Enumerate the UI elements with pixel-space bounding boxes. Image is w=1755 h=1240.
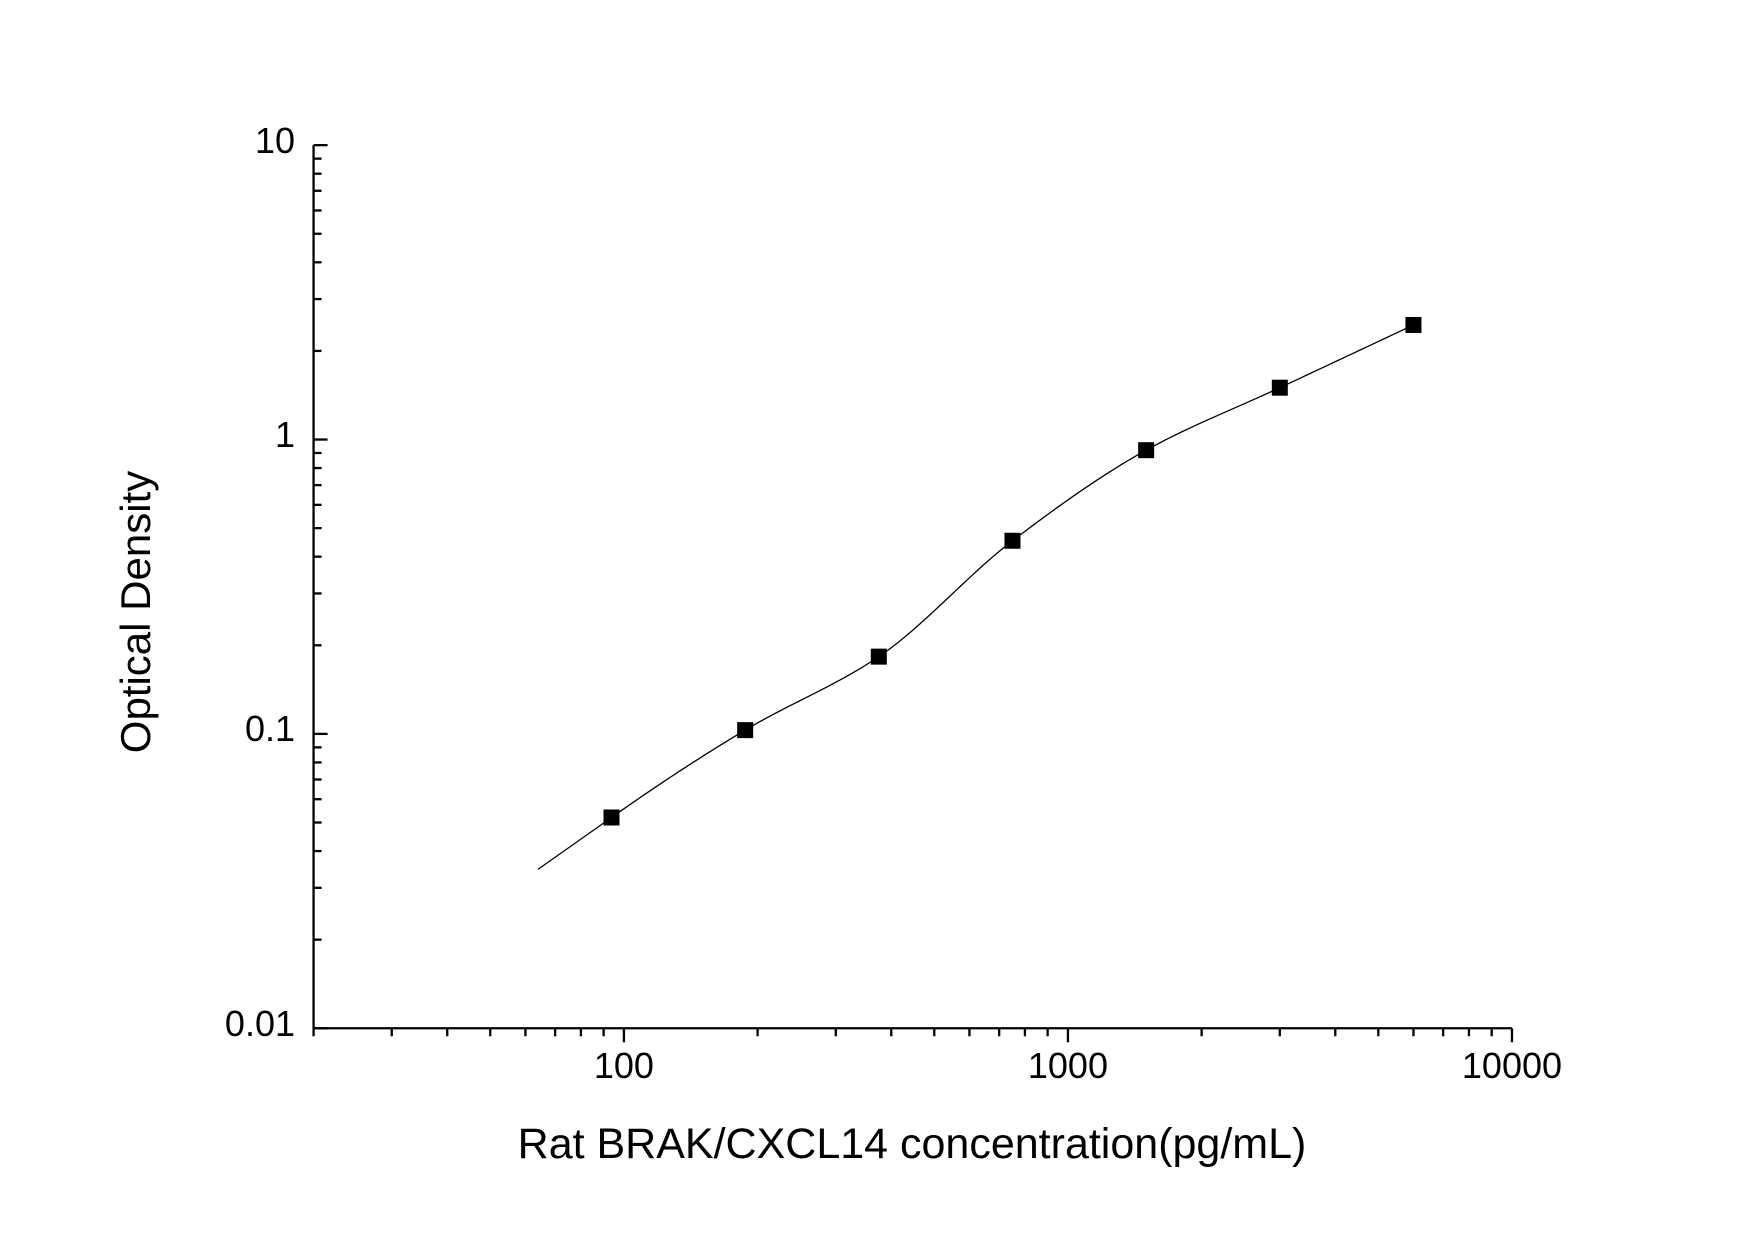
svg-text:0.01: 0.01	[225, 1003, 295, 1044]
svg-text:1000: 1000	[1028, 1045, 1108, 1086]
svg-text:Rat BRAK/CXCL14 concentration(: Rat BRAK/CXCL14 concentration(pg/mL)	[518, 1120, 1307, 1168]
svg-text:100: 100	[594, 1045, 654, 1086]
svg-text:10: 10	[255, 120, 295, 161]
svg-text:10000: 10000	[1462, 1045, 1562, 1086]
svg-text:0.1: 0.1	[245, 708, 295, 749]
svg-text:Optical Density: Optical Density	[112, 471, 159, 753]
svg-text:1: 1	[275, 414, 295, 455]
